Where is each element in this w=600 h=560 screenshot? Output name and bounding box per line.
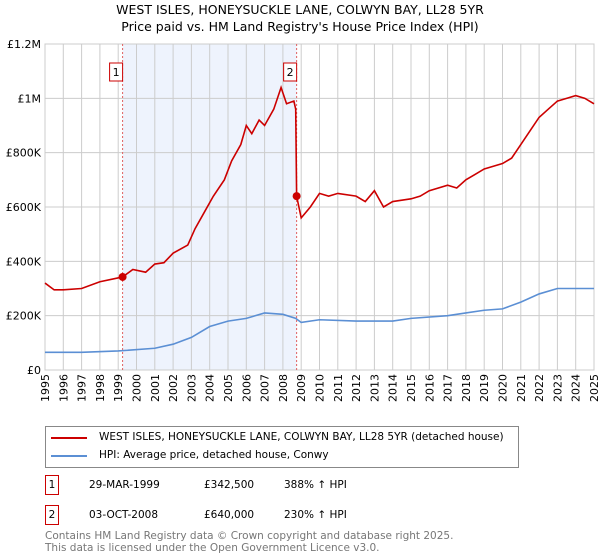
sale-hpi: 230% ↑ HPI	[284, 509, 347, 521]
x-tick-label: 2002	[167, 374, 180, 402]
sale-row: 1 29-MAR-1999 £342,500 388% ↑ HPI	[45, 475, 347, 495]
x-tick-label: 2015	[405, 374, 418, 402]
x-tick-label: 2004	[204, 374, 217, 402]
sale-price: £342,500	[204, 479, 255, 491]
y-tick-label: £0	[27, 364, 41, 377]
sale-date: 29-MAR-1999	[89, 479, 160, 491]
chart-subtitle: Price paid vs. HM Land Registry's House …	[121, 19, 479, 34]
x-tick-label: 2021	[515, 374, 528, 402]
x-tick-label: 2016	[423, 374, 436, 402]
x-tick-label: 2001	[149, 374, 162, 402]
footer-line-2: This data is licensed under the Open Gov…	[45, 542, 380, 554]
x-tick-label: 2010	[314, 374, 327, 402]
sale-date: 03-OCT-2008	[89, 509, 158, 521]
x-tick-label: 1998	[94, 374, 107, 402]
x-tick-label: 2018	[460, 374, 473, 402]
property-price-line	[44, 84, 595, 291]
legend-blue-line	[51, 454, 87, 457]
legend-label-hpi: HPI: Average price, detached house, Conw…	[99, 449, 329, 461]
x-tick-label: 2007	[259, 374, 272, 402]
sale-label: 2	[287, 66, 294, 79]
x-tick-label: 2024	[570, 374, 583, 402]
y-tick-label: £1M	[18, 92, 42, 105]
x-tick-label: 1999	[112, 374, 125, 402]
y-tick-label: £1.2M	[7, 38, 41, 51]
x-tick-label: 2023	[551, 374, 564, 402]
legend-label-property: WEST ISLES, HONEYSUCKLE LANE, COLWYN BAY…	[99, 431, 504, 443]
footer: Contains HM Land Registry data © Crown c…	[45, 530, 453, 554]
sale-point	[292, 192, 301, 201]
sale-label-box	[283, 62, 298, 82]
x-tick-label: 2003	[185, 374, 198, 402]
sale-hpi: 388% ↑ HPI	[284, 479, 347, 491]
sale-price: £640,000	[204, 509, 255, 521]
x-tick-label: 2006	[240, 374, 253, 402]
chart-title: WEST ISLES, HONEYSUCKLE LANE, COLWYN BAY…	[116, 2, 484, 17]
legend: WEST ISLES, HONEYSUCKLE LANE, COLWYN BAY…	[45, 426, 519, 468]
sale-marker: 1	[45, 475, 59, 495]
y-tick-label: £800K	[6, 147, 42, 160]
x-tick-label: 2000	[131, 374, 144, 402]
x-tick-label: 1995	[39, 374, 52, 402]
y-tick-label: £400K	[6, 255, 42, 268]
x-tick-label: 2005	[222, 374, 235, 402]
footer-line-1: Contains HM Land Registry data © Crown c…	[45, 530, 454, 542]
y-tick-label: £200K	[6, 310, 42, 323]
x-tick-label: 2019	[478, 374, 491, 402]
x-tick-label: 2017	[442, 374, 455, 402]
x-tick-label: 2011	[332, 374, 345, 402]
legend-red-line	[51, 436, 87, 439]
x-tick-label: 2009	[295, 374, 308, 402]
x-tick-label: 1997	[76, 374, 89, 402]
x-tick-label: 1996	[57, 374, 70, 402]
x-tick-label: 2025	[588, 374, 600, 402]
sale-label-box	[109, 62, 124, 82]
sale-marker: 2	[45, 505, 59, 525]
hpi-line	[45, 287, 594, 354]
sale-point	[118, 272, 127, 281]
x-tick-label: 2012	[350, 374, 363, 402]
x-tick-label: 2022	[533, 374, 546, 402]
sale-label: 1	[113, 66, 120, 79]
x-tick-label: 2013	[368, 374, 381, 402]
x-tick-label: 2014	[387, 374, 400, 402]
sale-row: 2 03-OCT-2008 £640,000 230% ↑ HPI	[45, 505, 347, 525]
plot-border	[44, 43, 595, 371]
x-tick-label: 2008	[277, 374, 290, 402]
y-tick-label: £600K	[6, 201, 42, 214]
x-tick-label: 2020	[497, 374, 510, 402]
plot-area: 1995 1996 1997 1998 1999 2000 2001 2002 2003 2004…	[6, 38, 600, 402]
